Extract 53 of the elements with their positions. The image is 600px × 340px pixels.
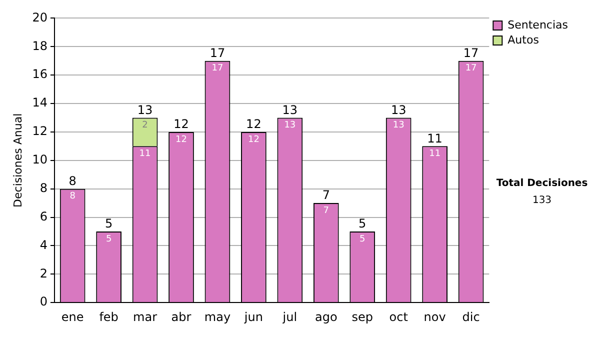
total-label: 8 [68, 174, 76, 188]
legend-label: Sentencias [508, 18, 568, 32]
total-label: 5 [104, 216, 113, 231]
y-tick-label: 6 [40, 209, 48, 224]
data-label: 11 [139, 149, 151, 160]
x-tick-label: may [204, 310, 231, 324]
y-tick-label: 0 [40, 294, 48, 309]
data-label: 17 [465, 64, 477, 74]
total-label: 17 [463, 46, 479, 60]
y-tick-label: 16 [32, 67, 48, 82]
x-tick-label: ago [314, 310, 338, 324]
y-tick-label: 2 [40, 266, 48, 280]
data-label: 12 [248, 134, 260, 145]
text: 133 [531, 195, 553, 206]
x-tick-label: oct [389, 310, 408, 324]
data-label: 2 [142, 120, 148, 131]
y-tick-label: 14 [32, 96, 48, 110]
x-tick-label: nov [424, 310, 446, 324]
total-label: 5 [358, 216, 366, 231]
legend-label: Autos [508, 33, 540, 46]
x-tick-label: sep [352, 310, 373, 324]
total-label: 17 [210, 46, 226, 60]
y-tick-label: 20 [32, 10, 48, 24]
total-label: 11 [427, 131, 442, 146]
y-tick-label: 4 [40, 238, 48, 252]
y-tick-label: 18 [32, 38, 48, 53]
y-tick-label: 10 [32, 152, 48, 167]
data-label: 13 [392, 120, 404, 131]
x-tick-label: abr [171, 310, 192, 324]
x-tick-label: ene [61, 310, 84, 324]
x-tick-label: mar [133, 310, 158, 324]
data-label: 12 [176, 134, 187, 145]
data-label: 13 [284, 120, 296, 131]
data-label: 7 [323, 206, 330, 216]
total-label: 13 [390, 102, 406, 117]
data-label: 5 [106, 234, 112, 244]
y-tick-label: 12 [32, 124, 48, 138]
data-label: 17 [212, 64, 224, 74]
data-label: 5 [360, 234, 366, 244]
total-label: 7 [322, 188, 330, 202]
total-label: 13 [282, 102, 298, 117]
total-label: 12 [246, 117, 262, 132]
x-tick-label: feb [99, 310, 118, 324]
y-axis-title: Decisiones Anual [11, 113, 24, 208]
total-label: 13 [137, 102, 153, 117]
text: Total Decisiones [495, 178, 589, 189]
x-tick-label: jul [282, 310, 298, 324]
data-label: 8 [70, 192, 76, 202]
data-label: 11 [429, 149, 441, 160]
total-label: 12 [174, 117, 189, 132]
y-tick-label: 8 [40, 180, 48, 195]
x-tick-label: dic [462, 310, 480, 324]
x-tick-label: jun [243, 310, 263, 324]
